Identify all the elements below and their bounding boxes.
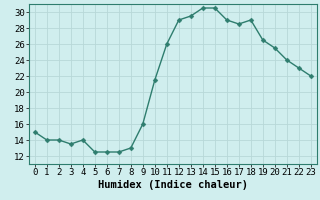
X-axis label: Humidex (Indice chaleur): Humidex (Indice chaleur) <box>98 180 248 190</box>
